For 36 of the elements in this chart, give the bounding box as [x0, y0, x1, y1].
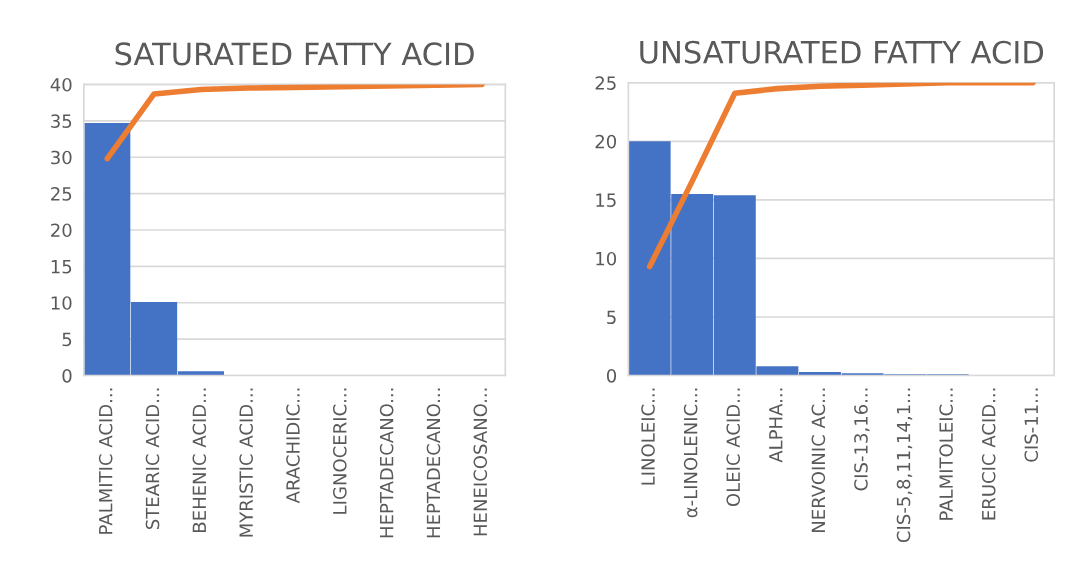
y-tick-label: 30 [51, 150, 72, 165]
x-tick-label: ERUCIC ACID... [981, 388, 996, 520]
chart-title: UNSATURATED FATTY ACID [640, 40, 1044, 64]
x-tick-label: CIS-13,16... [854, 388, 870, 491]
y-tick-label: 0 [62, 368, 72, 383]
chart-title: SATURATED FATTY ACID [115, 42, 474, 66]
y-tick-label: 5 [607, 310, 616, 325]
x-tick-label: HEPTADECANO... [379, 388, 394, 538]
x-tick-label: MYRISTIC ACID... [239, 388, 253, 537]
y-tick-label: 0 [606, 368, 617, 383]
x-tick-label: PALMITIC ACID... [98, 388, 113, 534]
y-tick-label: 25 [595, 76, 616, 90]
y-tick-label: 20 [51, 223, 72, 238]
x-tick-label: HEPTADECANO... [426, 388, 441, 538]
x-tick-label: CIS-5,8,11,14,1... [896, 388, 913, 543]
y-tick-label: 10 [596, 251, 617, 266]
y-tick-label: 15 [51, 260, 72, 274]
x-tick-label: LIGNOCERIC... [332, 388, 347, 514]
y-tick-label: 25 [51, 187, 72, 201]
x-tick-label: ALPHA... [769, 388, 783, 463]
y-tick-label: 15 [596, 193, 616, 207]
x-tick-label: OLEIC ACID... [726, 388, 741, 507]
x-tick-label: CIS-11... [1024, 388, 1039, 462]
y-tick-label: 20 [595, 134, 617, 149]
y-tick-label: 40 [50, 77, 72, 92]
y-tick-label: 35 [51, 114, 72, 128]
x-tick-label: ARACHIDIC... [286, 388, 300, 504]
x-tick-label: α-LINOLENIC... [683, 388, 698, 518]
y-tick-label: 5 [62, 332, 72, 347]
x-tick-label: LINOLEIC... [641, 388, 655, 485]
x-tick-label: HENEICOSANO... [473, 388, 488, 536]
x-tick-label: STEARIC ACID... [145, 388, 160, 529]
x-tick-label: BEHENIC ACID... [192, 388, 207, 532]
x-tick-label: NERVOINIC AC... [811, 388, 826, 532]
y-tick-label: 10 [51, 296, 72, 310]
x-tick-label: PALMITOLEIC... [939, 388, 953, 520]
